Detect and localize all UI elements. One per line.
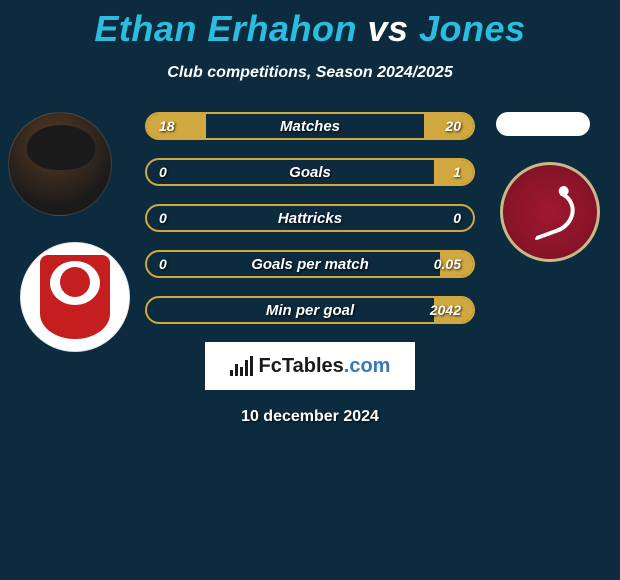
lincoln-badge-icon: [40, 255, 110, 339]
stat-row: Min per goal2042: [145, 296, 475, 324]
stat-row: 18Matches20: [145, 112, 475, 140]
chart-icon: [230, 356, 253, 376]
stats-container: 18Matches200Goals10Hattricks00Goals per …: [145, 112, 475, 324]
brand-text: FcTables.com: [259, 355, 391, 378]
player2-club-badge: [500, 162, 600, 262]
player1-name: Ethan Erhahon: [94, 8, 357, 49]
stat-value-right: 1: [453, 160, 461, 184]
stat-row: 0Hattricks0: [145, 204, 475, 232]
brand-main: FcTables: [259, 355, 344, 377]
stat-value-right: 0.05: [434, 252, 461, 276]
stat-row: 0Goals per match0.05: [145, 250, 475, 278]
subtitle: Club competitions, Season 2024/2025: [0, 64, 620, 82]
morecambe-badge-icon: [519, 183, 581, 241]
stat-label: Hattricks: [147, 206, 473, 230]
stat-label: Min per goal: [147, 298, 473, 322]
player1-club-badge: [20, 242, 130, 352]
stat-value-right: 20: [445, 114, 461, 138]
stat-value-right: 2042: [430, 298, 461, 322]
content-area: 18Matches200Goals10Hattricks00Goals per …: [0, 112, 620, 426]
player1-avatar: [8, 112, 112, 216]
brand-domain: .com: [344, 355, 391, 377]
vs-text: vs: [367, 8, 408, 49]
player2-name: Jones: [419, 8, 526, 49]
stat-value-right: 0: [453, 206, 461, 230]
player2-avatar: [496, 112, 590, 136]
stat-label: Matches: [147, 114, 473, 138]
brand-logo: FcTables.com: [205, 342, 415, 390]
stat-row: 0Goals1: [145, 158, 475, 186]
footer-date: 10 december 2024: [0, 408, 620, 426]
comparison-title: Ethan Erhahon vs Jones: [0, 0, 620, 50]
stat-label: Goals per match: [147, 252, 473, 276]
stat-label: Goals: [147, 160, 473, 184]
